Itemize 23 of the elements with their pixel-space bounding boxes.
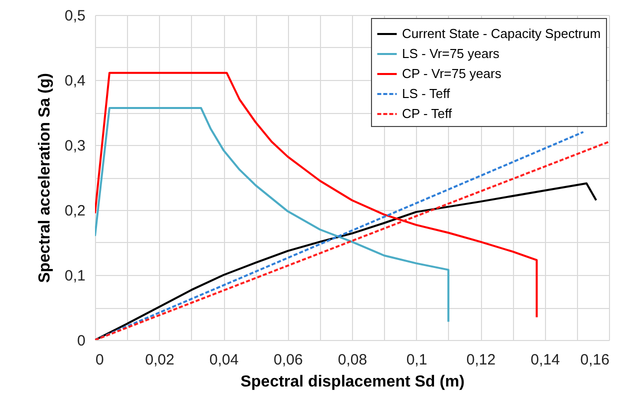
line-series <box>95 182 598 340</box>
y-tick-label: 0,3 <box>64 138 86 154</box>
y-tick-label: 0,5 <box>64 8 86 24</box>
x-tick-label: 0,08 <box>338 352 368 368</box>
y-tick-label: 0,2 <box>64 202 86 220</box>
y-axis-title: Spectral acceleration Sa (g) <box>36 73 54 283</box>
legend-label: CP - Teff <box>402 106 452 121</box>
x-tick-label: 0,02 <box>145 352 174 368</box>
x-tick-label: 0,12 <box>466 352 496 368</box>
x-tick-label: 0,06 <box>274 352 303 368</box>
y-tick-label: 0 <box>77 332 86 350</box>
y-tick-label: 0,1 <box>64 268 86 284</box>
legend-label: Current State - Capacity Spectrum <box>402 26 601 41</box>
x-tick-label: 0 <box>96 352 104 368</box>
x-tick-label: 0,1 <box>406 352 428 368</box>
x-axis-title: Spectral displacement Sd (m) <box>240 374 465 390</box>
legend-label: LS - Vr=75 years <box>402 46 500 61</box>
legend-label: LS - Teff <box>402 86 450 101</box>
legend-label: CP - Vr=75 years <box>402 66 502 81</box>
x-tick-label: 0,04 <box>209 352 239 368</box>
x-tick-label: 0,16 <box>580 352 610 368</box>
y-tick-label: 0,4 <box>64 72 86 90</box>
x-tick-label: 0,14 <box>530 352 560 368</box>
